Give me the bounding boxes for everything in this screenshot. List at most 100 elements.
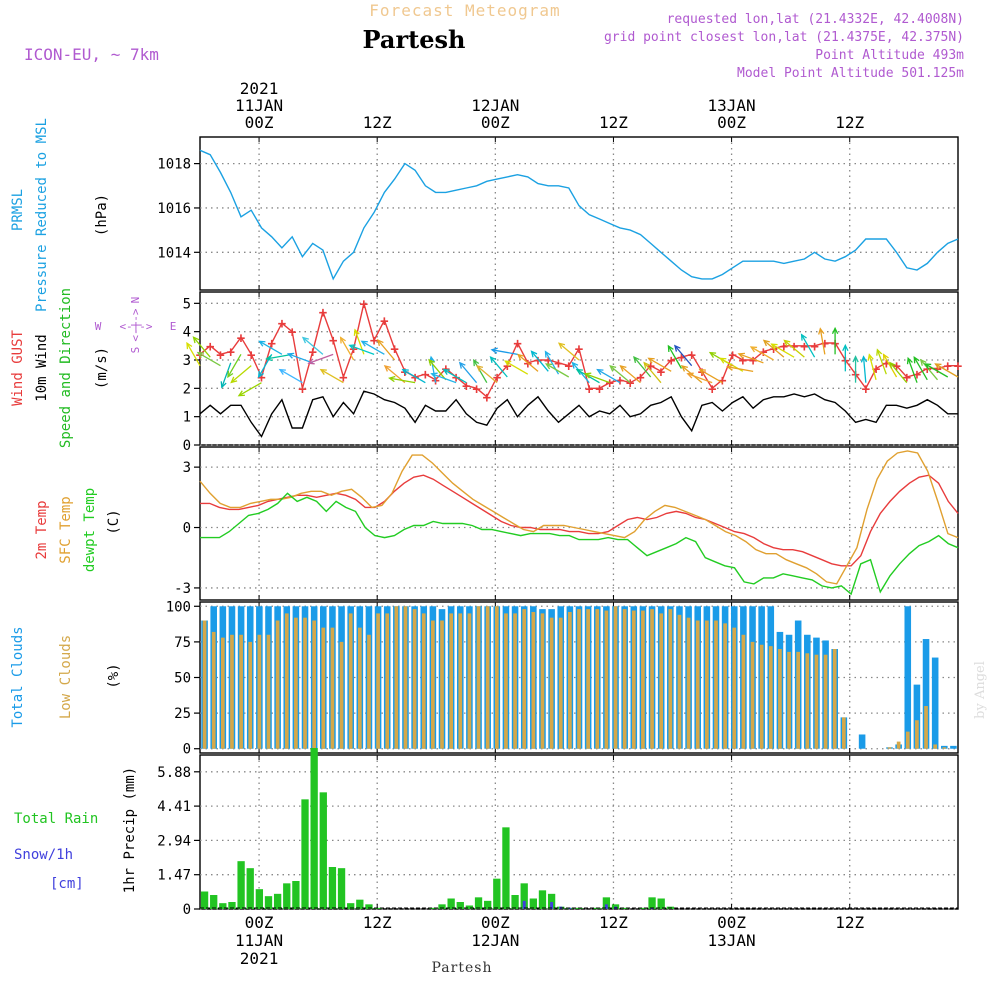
low-cloud-bar bbox=[412, 609, 417, 749]
gust-marker: + bbox=[872, 362, 880, 378]
wind-direction-arrow bbox=[934, 363, 959, 378]
arrow-head bbox=[867, 353, 874, 361]
arrow-shaft bbox=[459, 362, 478, 384]
low-cloud-bar bbox=[796, 651, 801, 749]
precip-ylabels: Total Rain Snow/1h [cm] 1hr Precip (mm) bbox=[14, 767, 138, 893]
arrow-head bbox=[353, 328, 360, 336]
y-tick-label: 3 bbox=[183, 353, 191, 369]
wind-direction-arrow bbox=[783, 339, 805, 358]
snow-bar bbox=[522, 900, 526, 909]
rain-bar bbox=[264, 896, 273, 909]
top-time-label: 13JAN bbox=[707, 96, 755, 115]
ms-unit-label: (m/s) bbox=[94, 347, 110, 389]
wind-direction-arrow bbox=[530, 350, 549, 372]
arrow-shaft bbox=[490, 356, 508, 378]
gust-marker: + bbox=[247, 347, 255, 363]
wind-direction-arrow bbox=[428, 358, 447, 381]
gust-marker: + bbox=[380, 313, 388, 329]
y-tick-label: 0 bbox=[183, 438, 191, 454]
arrow-head bbox=[473, 358, 480, 367]
gust-marker: + bbox=[739, 353, 747, 369]
wind-direction-arrow bbox=[286, 352, 313, 364]
wind-direction-arrow bbox=[923, 363, 949, 378]
speed-direction-label: Speed and Direction bbox=[58, 288, 74, 448]
arrow-shaft bbox=[784, 339, 805, 358]
y-tick-label: 3 bbox=[183, 460, 191, 476]
arrow-shaft bbox=[620, 365, 641, 384]
arrow-head bbox=[882, 353, 889, 361]
wind-direction-arrow bbox=[557, 342, 580, 361]
bottom-time-label: 00Z bbox=[717, 913, 746, 932]
low-clouds-label: Low Clouds bbox=[58, 635, 74, 719]
low-cloud-bar bbox=[522, 609, 527, 749]
wind-direction-arrow bbox=[860, 355, 868, 383]
gust-marker: + bbox=[227, 345, 235, 361]
arrow-shaft bbox=[643, 362, 662, 384]
arrow-shaft bbox=[349, 344, 375, 355]
panel-frame bbox=[199, 446, 959, 601]
grid-point-coords: grid point closest lon,lat (21.4375E, 42… bbox=[604, 30, 964, 45]
precip-panel: 0 1.47 2.94 4.41 5.88 bbox=[157, 748, 959, 918]
arrow-shaft bbox=[597, 369, 621, 384]
total-clouds-label: Total Clouds bbox=[10, 626, 26, 727]
compass-w: W bbox=[95, 320, 102, 333]
bottom-time-label: 13JAN bbox=[707, 931, 755, 950]
wind-direction-arrow bbox=[737, 352, 764, 364]
arrow-head bbox=[230, 376, 238, 384]
wind-direction-arrow bbox=[401, 368, 426, 384]
hpa-unit-label: (hPa) bbox=[94, 194, 110, 236]
low-cloud-bar bbox=[275, 620, 280, 749]
temp2m-label: 2m Temp bbox=[34, 500, 50, 559]
prmsl-label: PRMSL bbox=[10, 189, 26, 231]
rain-bar bbox=[547, 893, 556, 909]
arrow-head bbox=[530, 350, 538, 358]
arrow-head bbox=[278, 368, 286, 375]
wind-direction-arrow bbox=[489, 355, 508, 378]
arrow-head bbox=[923, 363, 932, 370]
arrow-head bbox=[913, 356, 920, 364]
gust-marker: + bbox=[759, 345, 767, 361]
low-cloud-bar bbox=[321, 627, 326, 749]
arrow-head bbox=[237, 390, 245, 397]
total-rain-label: Total Rain bbox=[14, 811, 98, 827]
watermark: by Angel bbox=[973, 661, 988, 719]
rain-bar bbox=[356, 899, 364, 909]
arrow-head bbox=[842, 343, 849, 352]
low-cloud-bar bbox=[842, 717, 846, 749]
arrow-shaft bbox=[227, 354, 242, 378]
low-cloud-bar bbox=[394, 606, 399, 749]
gust-marker: + bbox=[933, 362, 941, 378]
low-cloud-bar bbox=[787, 651, 791, 749]
y-tick-label: 100 bbox=[166, 599, 191, 615]
arrow-head bbox=[934, 363, 942, 370]
wind-direction-arrow bbox=[674, 344, 693, 367]
low-cloud-bar bbox=[458, 613, 463, 749]
low-cloud-bar bbox=[440, 620, 444, 749]
gust-marker: + bbox=[370, 333, 378, 349]
gust-marker: + bbox=[575, 342, 583, 358]
arrow-head bbox=[475, 364, 484, 372]
arrow-head bbox=[376, 338, 384, 347]
gust-marker: + bbox=[216, 347, 224, 363]
arrow-shaft bbox=[913, 356, 928, 381]
gust-marker: + bbox=[503, 359, 511, 375]
y-tick-label: 0 bbox=[183, 902, 191, 918]
low-cloud-bar bbox=[348, 613, 353, 749]
sfc-temp-line bbox=[199, 450, 959, 585]
gust-marker: + bbox=[585, 381, 593, 397]
gust-marker: + bbox=[616, 373, 624, 389]
rain-bar bbox=[511, 895, 519, 909]
arrow-head bbox=[906, 356, 913, 365]
pressure-panel: 1014 1016 1018 bbox=[157, 136, 959, 291]
arrow-shaft bbox=[935, 363, 959, 378]
low-cloud-bar bbox=[504, 613, 508, 749]
arrow-head bbox=[647, 357, 655, 364]
arrow-head bbox=[643, 361, 650, 369]
gust-marker: + bbox=[862, 381, 870, 397]
rain-bar bbox=[273, 893, 282, 909]
temperature-panel: -3 0 3 bbox=[174, 446, 959, 601]
wind-direction-arrow bbox=[876, 348, 887, 375]
compass-e: E bbox=[170, 320, 177, 333]
y-tick-label: 1016 bbox=[157, 201, 191, 217]
